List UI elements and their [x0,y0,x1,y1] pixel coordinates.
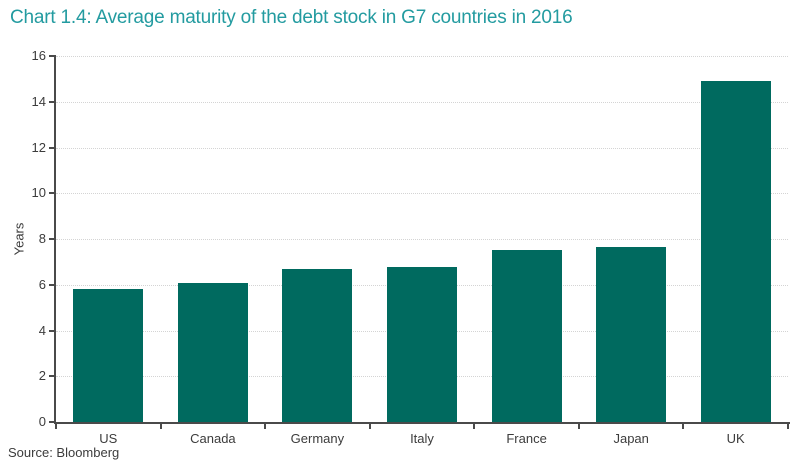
bar-germany [282,268,353,422]
y-tick-10 [49,192,56,195]
y-tick-12 [49,146,56,149]
gridline-12 [56,147,788,149]
x-label-france: France [506,431,547,446]
x-tick-5 [577,424,580,429]
x-tick-6 [682,424,685,429]
bar-japan [596,247,667,422]
x-tick-0 [55,424,57,429]
y-tick-2 [49,375,56,378]
y-tick-16 [49,55,56,57]
bar-uk [700,81,771,422]
y-tick-label-4: 4 [38,322,46,338]
bar-france [491,250,562,422]
gridline-10 [56,193,788,195]
gridline-14 [56,101,788,103]
y-tick-label-0: 0 [38,414,46,429]
x-label-italy: Italy [410,431,434,446]
x-label-us: US [99,431,118,446]
y-tick-14 [49,100,56,103]
y-tick-label-12: 12 [31,139,46,155]
y-tick-label-8: 8 [38,231,46,246]
y-tick-label-6: 6 [38,276,46,292]
bar-canada [177,282,248,422]
y-tick-0 [49,421,56,423]
x-label-japan: Japan [613,431,649,446]
y-tick-8 [49,238,56,240]
x-tick-7 [787,424,789,429]
y-tick-label-2: 2 [38,368,46,384]
x-tick-4 [473,424,476,429]
y-tick-label-16: 16 [31,48,46,63]
source-note: Source: Bloomberg [8,445,120,460]
x-label-germany: Germany [290,431,345,446]
x-tick-1 [159,424,162,429]
x-label-uk: UK [726,431,745,446]
x-axis-line [54,422,790,424]
y-tick-6 [49,283,56,286]
y-tick-4 [49,329,56,332]
x-tick-2 [264,424,267,429]
bar-us [73,289,144,422]
y-tick-label-14: 14 [31,93,46,109]
x-label-canada: Canada [190,431,236,446]
y-tick-label-10: 10 [31,185,46,201]
chart-title: Chart 1.4: Average maturity of the debt … [10,7,573,28]
x-tick-3 [368,424,371,429]
gridline-16 [56,56,788,57]
gridline-8 [56,239,788,240]
bar-italy [387,266,457,422]
